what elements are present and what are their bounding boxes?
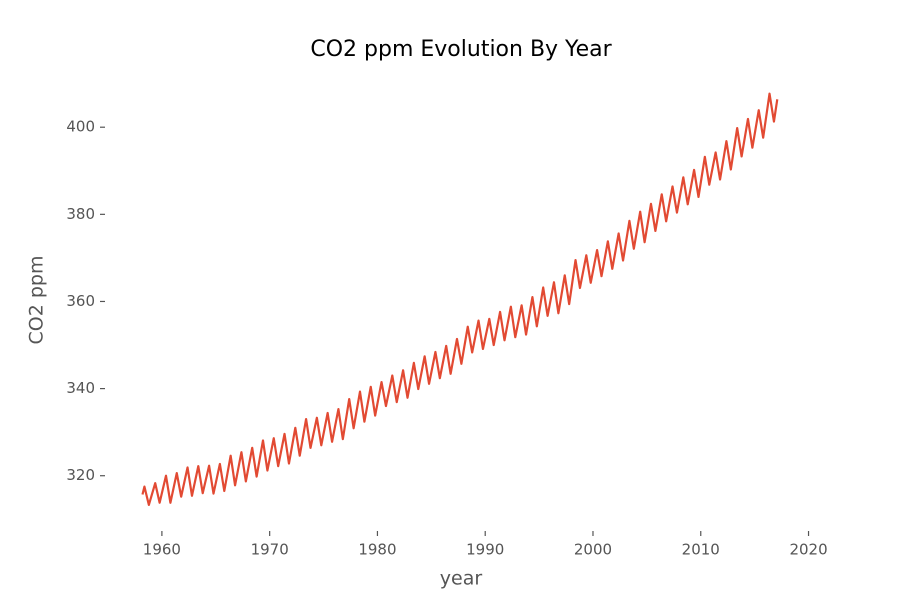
x-tick-label: 1960 — [143, 541, 181, 559]
data-line — [141, 92, 779, 507]
y-tick-label: 400 — [66, 118, 95, 136]
y-axis-label: CO2 ppm — [26, 256, 48, 345]
x-axis-label: year — [440, 568, 483, 590]
x-tick-label: 1990 — [466, 541, 504, 559]
x-tick-label: 1970 — [251, 541, 289, 559]
y-tick-label: 360 — [66, 292, 95, 310]
x-tick-label: 2000 — [574, 541, 612, 559]
y-tick-label: 340 — [66, 379, 95, 397]
chart-title: CO2 ppm Evolution By Year — [310, 37, 612, 62]
x-tick-label: 1980 — [358, 541, 396, 559]
x-tick-label: 2010 — [682, 541, 720, 559]
y-tick-label: 380 — [66, 205, 95, 223]
y-tick-label: 320 — [66, 466, 95, 484]
x-tick-label: 2020 — [789, 541, 827, 559]
